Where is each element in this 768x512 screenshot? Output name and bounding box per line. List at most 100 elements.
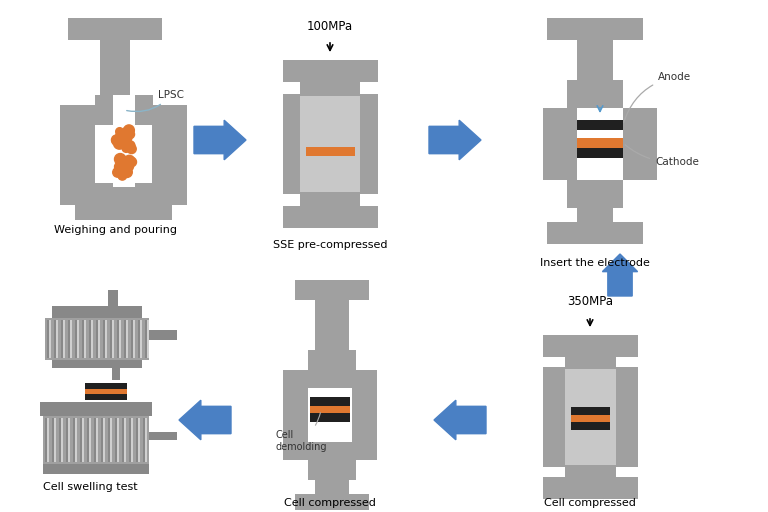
Bar: [68, 418, 69, 462]
Circle shape: [124, 155, 135, 166]
Text: 350MPa: 350MPa: [567, 295, 613, 308]
Bar: [147, 320, 148, 358]
Bar: [135, 95, 153, 125]
Bar: [300, 96, 360, 192]
Bar: [113, 95, 135, 187]
Bar: [59, 418, 62, 462]
Bar: [77, 320, 78, 358]
Circle shape: [116, 131, 124, 139]
Bar: [56, 320, 58, 358]
Bar: [47, 320, 50, 358]
Bar: [300, 194, 360, 206]
Bar: [108, 418, 111, 462]
Circle shape: [124, 125, 134, 136]
Bar: [577, 208, 613, 222]
Bar: [295, 280, 369, 300]
Bar: [136, 418, 139, 462]
Bar: [308, 460, 356, 480]
Bar: [89, 320, 92, 358]
Bar: [143, 418, 146, 462]
Text: Weighing and pouring: Weighing and pouring: [54, 225, 177, 235]
Bar: [103, 320, 106, 358]
Bar: [623, 108, 657, 180]
Bar: [339, 370, 377, 460]
Bar: [577, 120, 623, 130]
Bar: [567, 80, 623, 108]
Bar: [75, 418, 77, 462]
Bar: [577, 138, 623, 148]
Bar: [110, 320, 113, 358]
Bar: [85, 394, 127, 400]
Circle shape: [122, 144, 131, 153]
Circle shape: [126, 130, 134, 139]
Polygon shape: [429, 120, 481, 160]
Text: Cell compressed: Cell compressed: [284, 498, 376, 508]
Bar: [571, 407, 610, 415]
Circle shape: [114, 162, 124, 172]
Bar: [300, 82, 360, 94]
Text: LPSC: LPSC: [127, 90, 184, 112]
Bar: [117, 320, 120, 358]
Bar: [84, 320, 85, 358]
Polygon shape: [602, 254, 637, 296]
Bar: [138, 320, 141, 358]
Circle shape: [118, 172, 127, 180]
Bar: [70, 320, 71, 358]
Bar: [149, 330, 177, 340]
Text: Cell
demolding: Cell demolding: [275, 413, 326, 452]
Bar: [145, 418, 147, 462]
Bar: [283, 60, 378, 82]
Circle shape: [115, 138, 125, 147]
Bar: [89, 418, 91, 462]
Bar: [52, 306, 142, 318]
Circle shape: [113, 167, 122, 177]
Bar: [117, 418, 118, 462]
Bar: [152, 105, 187, 185]
Bar: [131, 320, 134, 358]
Bar: [140, 320, 141, 358]
Bar: [308, 388, 352, 442]
Circle shape: [122, 127, 130, 135]
Bar: [94, 418, 97, 462]
Bar: [310, 413, 350, 422]
Circle shape: [124, 143, 131, 151]
Bar: [571, 422, 610, 430]
Bar: [68, 320, 71, 358]
Bar: [101, 418, 104, 462]
Bar: [571, 415, 610, 422]
Bar: [87, 418, 90, 462]
Text: SSE pre-compressed: SSE pre-compressed: [273, 240, 387, 250]
Circle shape: [127, 157, 137, 167]
Bar: [68, 18, 162, 40]
Bar: [565, 357, 616, 367]
Bar: [115, 418, 118, 462]
Circle shape: [114, 135, 126, 146]
Bar: [315, 480, 349, 494]
Bar: [321, 442, 339, 460]
Bar: [45, 418, 48, 462]
Bar: [565, 467, 616, 477]
Circle shape: [114, 138, 125, 149]
Bar: [119, 320, 121, 358]
Bar: [100, 40, 130, 95]
Bar: [360, 96, 378, 192]
Bar: [543, 367, 638, 467]
Bar: [124, 320, 127, 358]
Bar: [45, 318, 149, 360]
Circle shape: [116, 127, 124, 136]
Circle shape: [121, 167, 132, 178]
Bar: [75, 320, 78, 358]
Bar: [85, 383, 127, 389]
Bar: [283, 94, 378, 194]
Text: 100MPa: 100MPa: [307, 20, 353, 33]
Bar: [321, 370, 339, 388]
Bar: [565, 369, 616, 465]
Bar: [547, 222, 643, 244]
Bar: [577, 148, 623, 158]
Bar: [54, 418, 55, 462]
Bar: [547, 18, 643, 40]
Bar: [112, 368, 120, 380]
Circle shape: [123, 157, 130, 164]
Bar: [283, 370, 321, 460]
Bar: [543, 108, 577, 180]
